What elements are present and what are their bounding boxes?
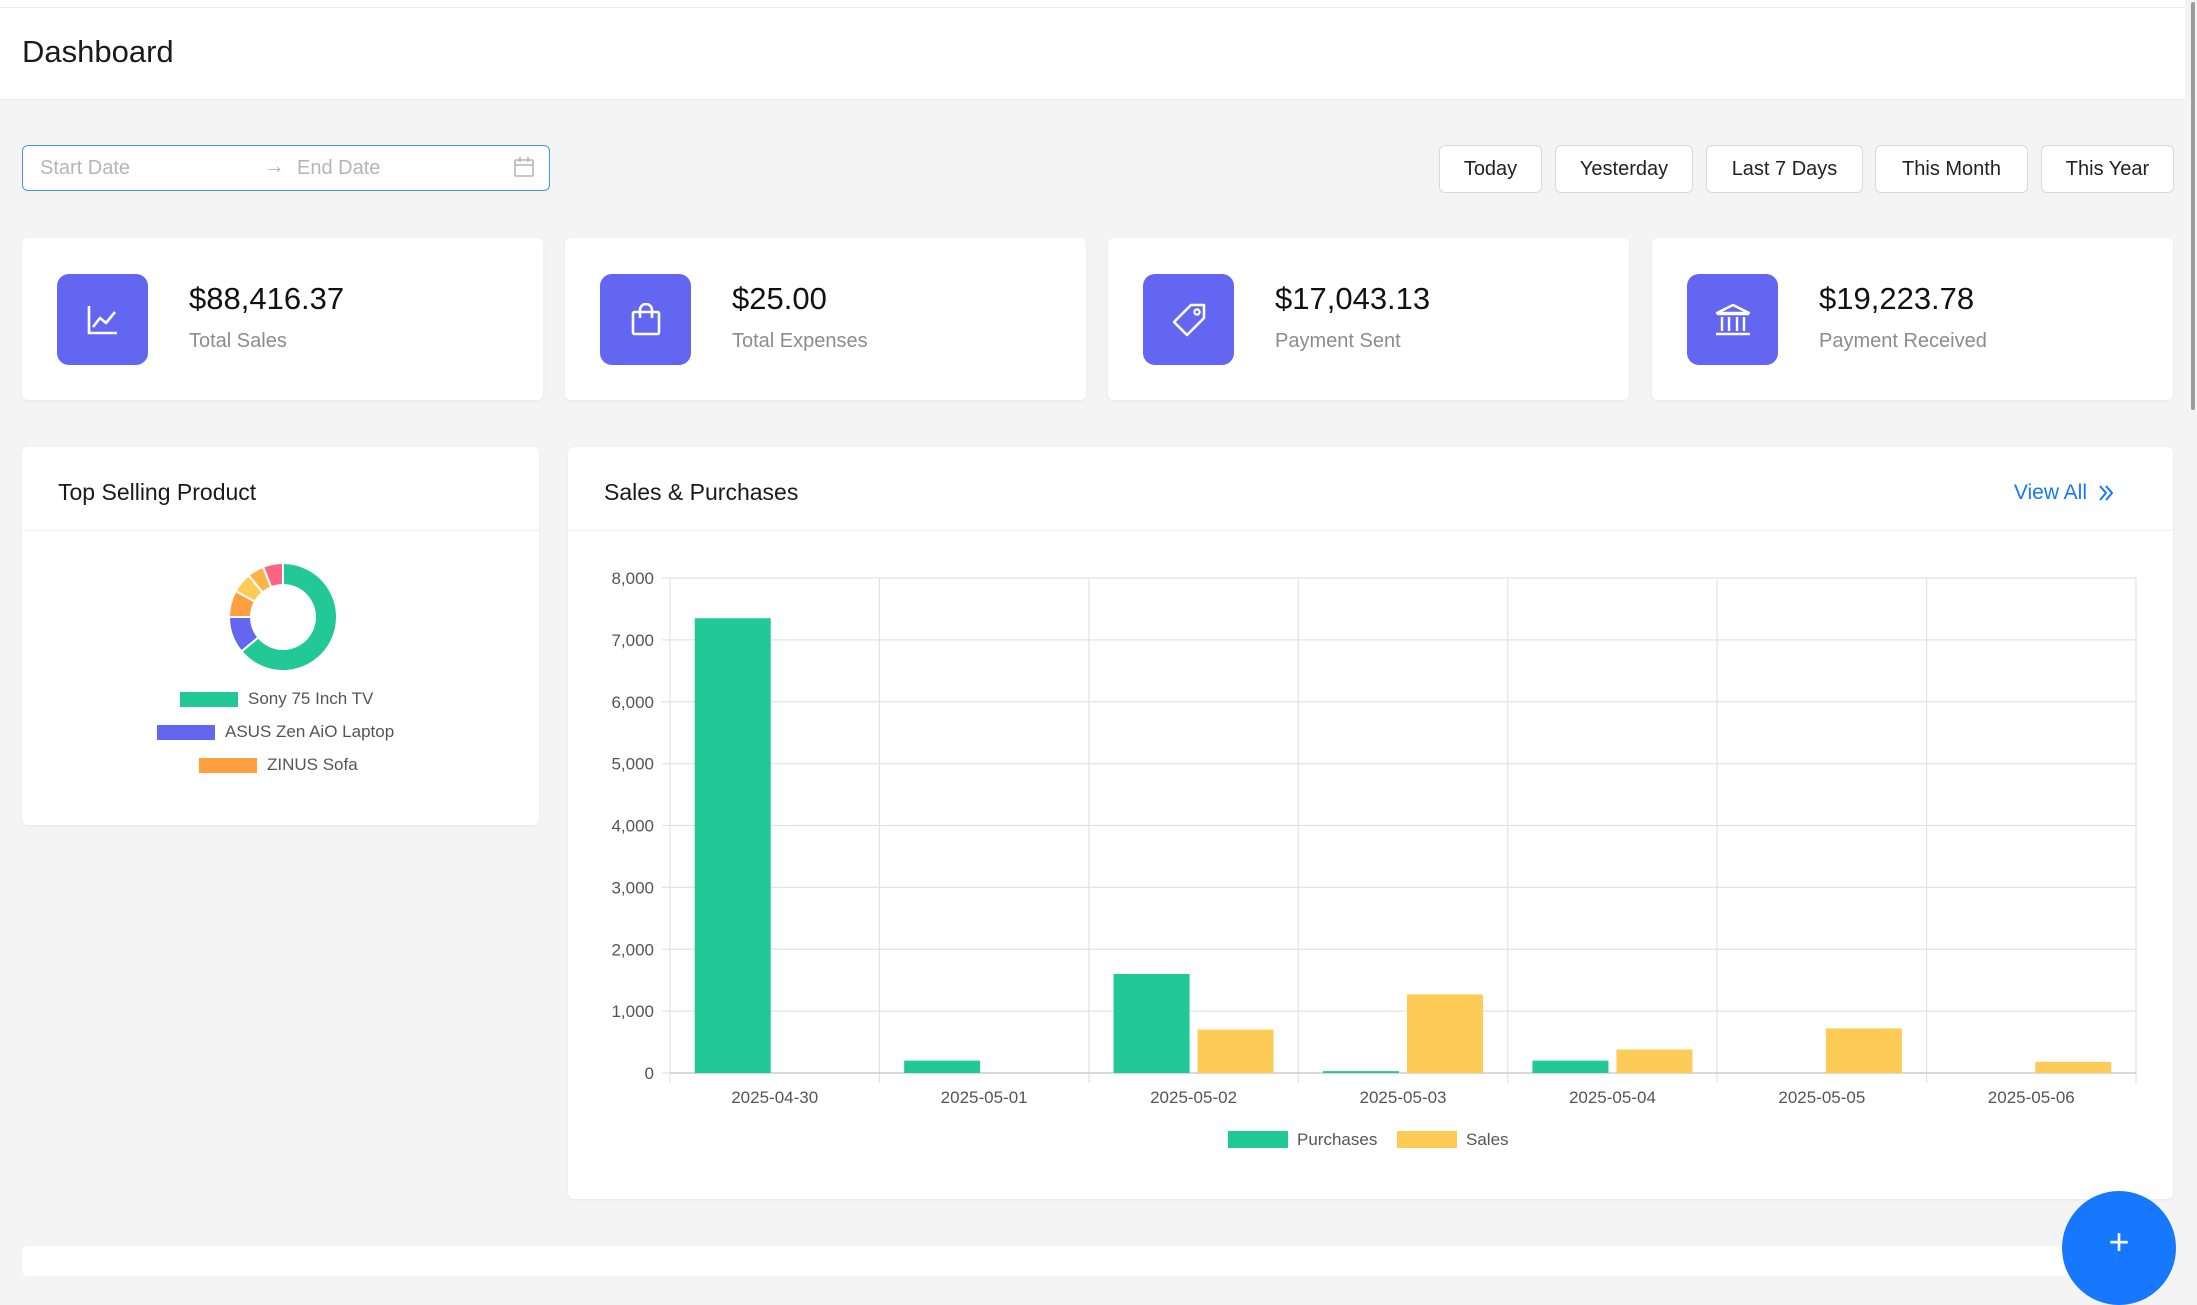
bar-sales[interactable] (1407, 994, 1483, 1073)
view-all-label: View All (2013, 481, 2087, 504)
y-tick-label: 1,000 (611, 1002, 654, 1021)
legend-item[interactable]: ZINUS Sofa (199, 753, 358, 777)
bar-purchases[interactable] (694, 618, 771, 1073)
y-tick-label: 0 (645, 1064, 654, 1083)
x-tick-label: 2025-05-02 (1150, 1088, 1237, 1107)
legend-swatch (157, 724, 215, 740)
stat-value: $88,416.37 (189, 281, 345, 316)
page-title: Dashboard (22, 34, 174, 69)
x-tick-label: 2025-04-30 (731, 1088, 818, 1107)
shopping-bag-icon (600, 274, 691, 365)
legend-label: Sony 75 Inch TV (248, 689, 374, 708)
legend-label: ZINUS Sofa (267, 755, 358, 774)
panel-title: Sales & Purchases (604, 479, 799, 505)
x-tick-label: 2025-05-01 (941, 1088, 1028, 1107)
y-tick-label: 3,000 (611, 878, 654, 897)
plus-icon: + (2108, 1221, 2130, 1262)
bar-purchases[interactable] (1532, 1060, 1609, 1073)
range-yesterday-button[interactable]: Yesterday (1555, 145, 1693, 193)
sales-purchases-panel: Sales & Purchases View All 0 1,000 2,000 3,… (568, 447, 2173, 1199)
legend-swatch (1228, 1131, 1288, 1148)
stat-label: Payment Received (1819, 330, 1987, 352)
tag-icon (1143, 274, 1234, 365)
add-button[interactable]: + (2062, 1191, 2176, 1305)
scrollbar-thumb[interactable] (2191, 2, 2195, 410)
stat-value: $25.00 (732, 281, 827, 316)
y-tick-label: 7,000 (611, 631, 654, 650)
stat-value: $17,043.13 (1275, 281, 1431, 316)
legend-label: Purchases (1297, 1130, 1377, 1149)
legend-swatch (1397, 1131, 1457, 1148)
legend-swatch (199, 757, 257, 773)
x-tick-label: 2025-05-05 (1778, 1088, 1865, 1107)
y-tick-label: 8,000 (611, 569, 654, 588)
range-last-7-days-button[interactable]: Last 7 Days (1706, 145, 1863, 193)
line-chart-icon (57, 274, 148, 365)
legend-item[interactable]: Sales (1397, 1130, 1509, 1149)
stat-card-total-expenses: $25.00 Total Expenses (565, 238, 1086, 400)
bar-purchases[interactable] (1323, 1071, 1399, 1073)
range-today-button[interactable]: Today (1439, 145, 1542, 193)
bar-sales[interactable] (1825, 1028, 1902, 1073)
end-date-input[interactable]: End Date (297, 157, 381, 179)
range-this-month-button[interactable]: This Month (1875, 145, 2028, 193)
stat-card-payment-sent: $17,043.13 Payment Sent (1108, 238, 1629, 400)
y-tick-label: 6,000 (611, 693, 654, 712)
x-tick-label: 2025-05-06 (1988, 1088, 2075, 1107)
bottom-panel (22, 1246, 2173, 1276)
top-edge (0, 0, 2185, 8)
legend-label: ASUS Zen AiO Laptop (225, 722, 395, 741)
y-tick-label: 2,000 (611, 940, 654, 959)
range-this-year-button[interactable]: This Year (2041, 145, 2174, 193)
sales-purchases-bar-chart: 0 1,000 2,000 3,000 4,000 5,000 6,000 7,000 8,00… (611, 569, 2137, 1149)
panel-header: Top Selling Product (22, 447, 539, 531)
scrollbar[interactable] (2185, 0, 2197, 1262)
y-tick-label: 4,000 (611, 817, 654, 836)
stat-label: Total Sales (189, 330, 287, 352)
bar-sales[interactable] (1197, 1029, 1274, 1073)
legend-item[interactable]: Sony 75 Inch TV (180, 687, 373, 711)
start-date-input[interactable]: Start Date (40, 157, 131, 179)
stat-label: Total Expenses (732, 330, 868, 352)
x-tick-label: 2025-05-04 (1569, 1088, 1656, 1107)
bar-purchases[interactable] (1113, 974, 1190, 1073)
panel-header: Sales & Purchases View All (568, 447, 2173, 531)
date-range-picker[interactable]: Start Date → End Date (22, 145, 550, 191)
y-tick-label: 5,000 (611, 755, 654, 774)
arrow-right-icon: → (263, 153, 285, 178)
double-chevron-right-icon (2099, 485, 2114, 501)
view-all-link[interactable]: View All (2014, 481, 2115, 505)
panel-title: Top Selling Product (58, 479, 257, 505)
top-selling-panel: Top Selling Product Sony 75 Inch TV ASUS… (22, 447, 539, 825)
top-selling-donut-chart (227, 561, 338, 672)
legend-item[interactable]: Purchases (1228, 1130, 1377, 1149)
stat-label: Payment Sent (1275, 330, 1401, 352)
bar-sales[interactable] (1616, 1049, 1693, 1073)
legend-swatch (180, 691, 238, 707)
stat-value: $19,223.78 (1819, 281, 1975, 316)
page-header: Dashboard (0, 8, 2185, 100)
stat-card-payment-received: $19,223.78 Payment Received (1652, 238, 2173, 400)
x-tick-label: 2025-05-03 (1360, 1088, 1447, 1107)
donut-slice[interactable] (261, 561, 284, 589)
calendar-icon[interactable] (513, 156, 535, 183)
legend-item[interactable]: ASUS Zen AiO Laptop (157, 720, 394, 744)
legend-label: Sales (1466, 1130, 1509, 1149)
bank-icon (1687, 274, 1778, 365)
stat-card-total-sales: $88,416.37 Total Sales (22, 238, 543, 400)
donut-slice[interactable] (239, 561, 338, 672)
bar-purchases[interactable] (904, 1060, 981, 1073)
bar-sales[interactable] (2035, 1061, 2112, 1073)
